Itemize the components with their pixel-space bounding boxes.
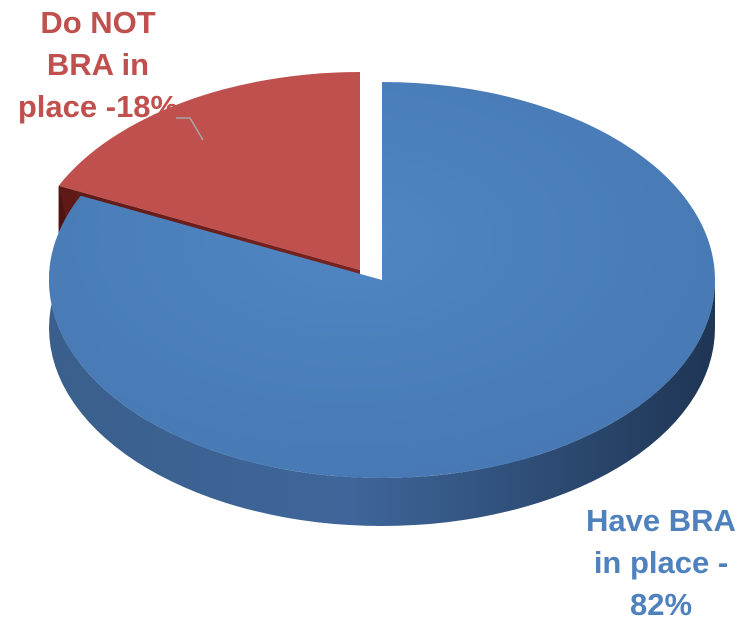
pie-slice-do-not-bra	[58, 72, 360, 270]
slice-label-have-bra: Have BRA in place - 82%	[586, 503, 736, 622]
leader-line-do-not-bra	[176, 117, 204, 141]
slice-label-do-not-bra: Do NOT BRA in place -18%	[17, 5, 179, 124]
pie-slice-have-bra	[48, 82, 715, 479]
pie-slice-have-bra-side	[49, 238, 715, 526]
